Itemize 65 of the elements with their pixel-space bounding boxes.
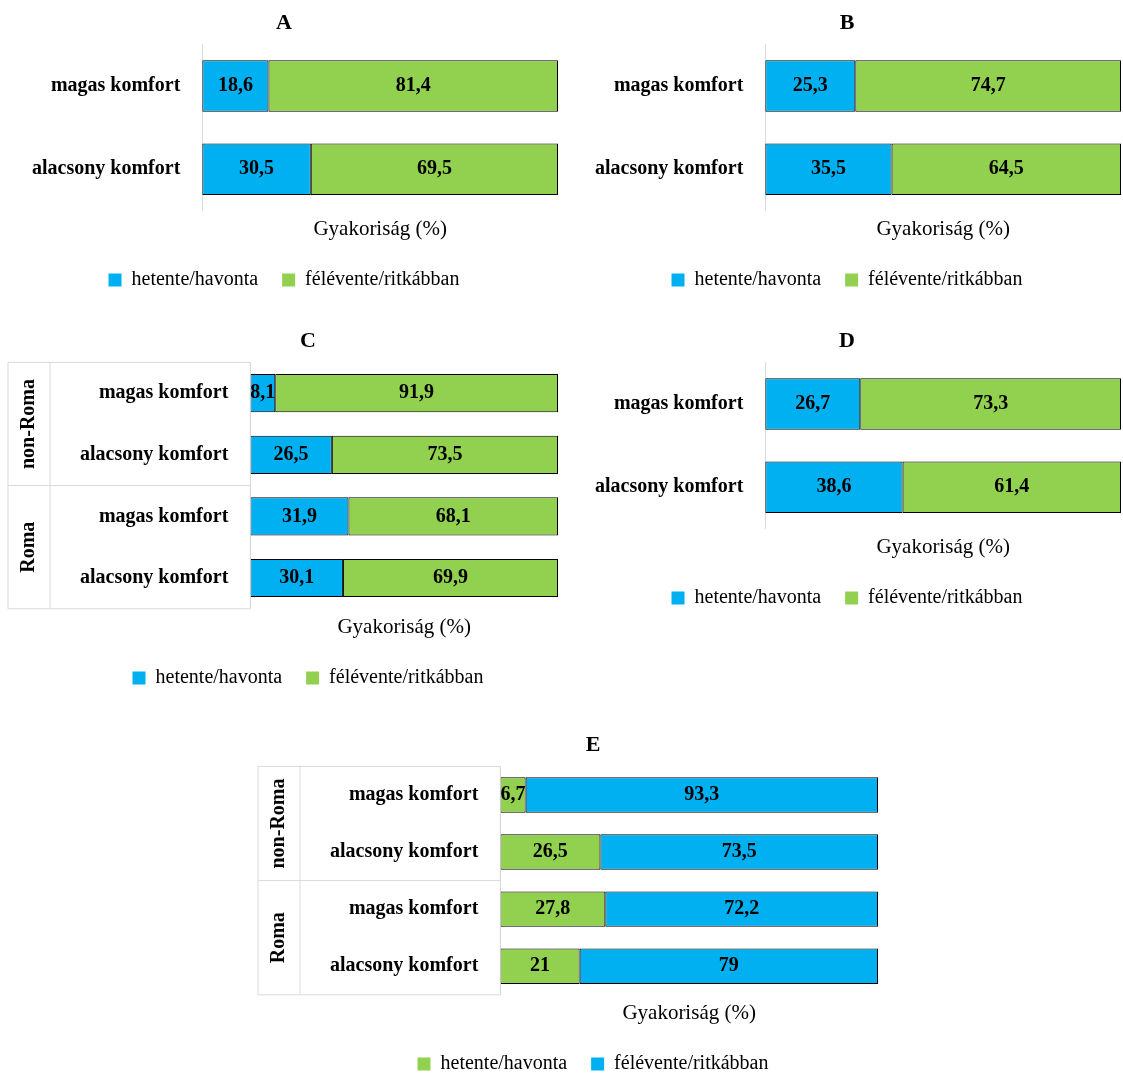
data-label: 26,5 <box>532 839 568 862</box>
text: Roma <box>16 521 39 573</box>
data-label: 81,4 <box>395 73 431 96</box>
legend-label: hetente/havonta <box>440 1051 568 1074</box>
y-tick-label: magas komfort <box>613 73 744 97</box>
legend-label: félévente/ritkábban <box>614 1051 769 1074</box>
data-label: 31,9 <box>281 503 317 526</box>
text: non-Roma <box>16 378 39 470</box>
data-label: 21 <box>529 953 550 976</box>
chart-title: C <box>300 326 316 352</box>
chart-title: D <box>839 326 855 352</box>
data-label: 79 <box>718 953 739 976</box>
chart-title: B <box>839 8 855 34</box>
legend-label: hetente/havonta <box>155 665 283 688</box>
legend-label: félévente/ritkábban <box>868 267 1023 290</box>
y-tick-label: alacsony komfort <box>329 953 479 977</box>
data-label: 25,3 <box>792 73 828 96</box>
data-label: 26,7 <box>795 391 831 414</box>
y-tick-label: alacsony komfort <box>79 565 229 589</box>
data-label: 30,1 <box>279 565 315 588</box>
y-tick-label: magas komfort <box>98 380 229 404</box>
legend-label: hetente/havonta <box>131 267 259 290</box>
y-tick-label: magas komfort <box>613 391 744 415</box>
x-axis-title: Gyakoriság (%) <box>876 533 1010 558</box>
text: Roma <box>266 912 289 964</box>
data-label: 35,5 <box>810 156 846 179</box>
chart-title: E <box>585 730 601 756</box>
y-tick-label: magas komfort <box>348 896 479 920</box>
data-label: 73,5 <box>721 839 757 862</box>
data-label: 68,1 <box>435 503 471 526</box>
data-label: 61,4 <box>994 474 1030 497</box>
data-label: 30,5 <box>239 156 275 179</box>
y-tick-label: magas komfort <box>98 503 229 527</box>
y-tick-label: alacsony komfort <box>31 156 181 180</box>
data-label: 69,9 <box>432 565 468 588</box>
legend-label: félévente/ritkábban <box>305 267 460 290</box>
data-label: 26,5 <box>273 441 309 464</box>
y-tick-label: magas komfort <box>348 782 479 806</box>
legend-label: félévente/ritkábban <box>329 665 484 688</box>
legend-label: hetente/havonta <box>694 585 822 608</box>
x-axis-title: Gyakoriság (%) <box>313 215 447 240</box>
y-tick-label: alacsony komfort <box>79 441 229 465</box>
x-axis-title: Gyakoriság (%) <box>622 999 756 1024</box>
data-label: 64,5 <box>988 156 1024 179</box>
data-label: 73,3 <box>973 391 1009 414</box>
y-tick-label: alacsony komfort <box>594 474 744 498</box>
data-label: 72,2 <box>724 896 760 919</box>
chart-title: A <box>276 8 293 34</box>
y-tick-label: alacsony komfort <box>594 156 744 180</box>
data-label: 27,8 <box>535 896 571 919</box>
legend-label: félévente/ritkábban <box>868 585 1023 608</box>
x-axis-title: Gyakoriság (%) <box>337 613 471 638</box>
x-axis-title: Gyakoriság (%) <box>876 215 1010 240</box>
y-tick-label: alacsony komfort <box>329 839 479 863</box>
text: non-Roma <box>266 778 289 869</box>
legend-label: hetente/havonta <box>694 267 822 290</box>
data-label: 38,6 <box>816 474 852 497</box>
data-label: 69,5 <box>416 156 452 179</box>
data-label: 18,6 <box>217 73 253 96</box>
data-label: 93,3 <box>684 782 720 805</box>
data-label: 73,5 <box>427 441 463 464</box>
y-tick-label: magas komfort <box>50 73 181 97</box>
data-label: 91,9 <box>399 380 435 403</box>
data-label: 74,7 <box>970 73 1006 96</box>
data-label: 6,7 <box>500 782 526 805</box>
